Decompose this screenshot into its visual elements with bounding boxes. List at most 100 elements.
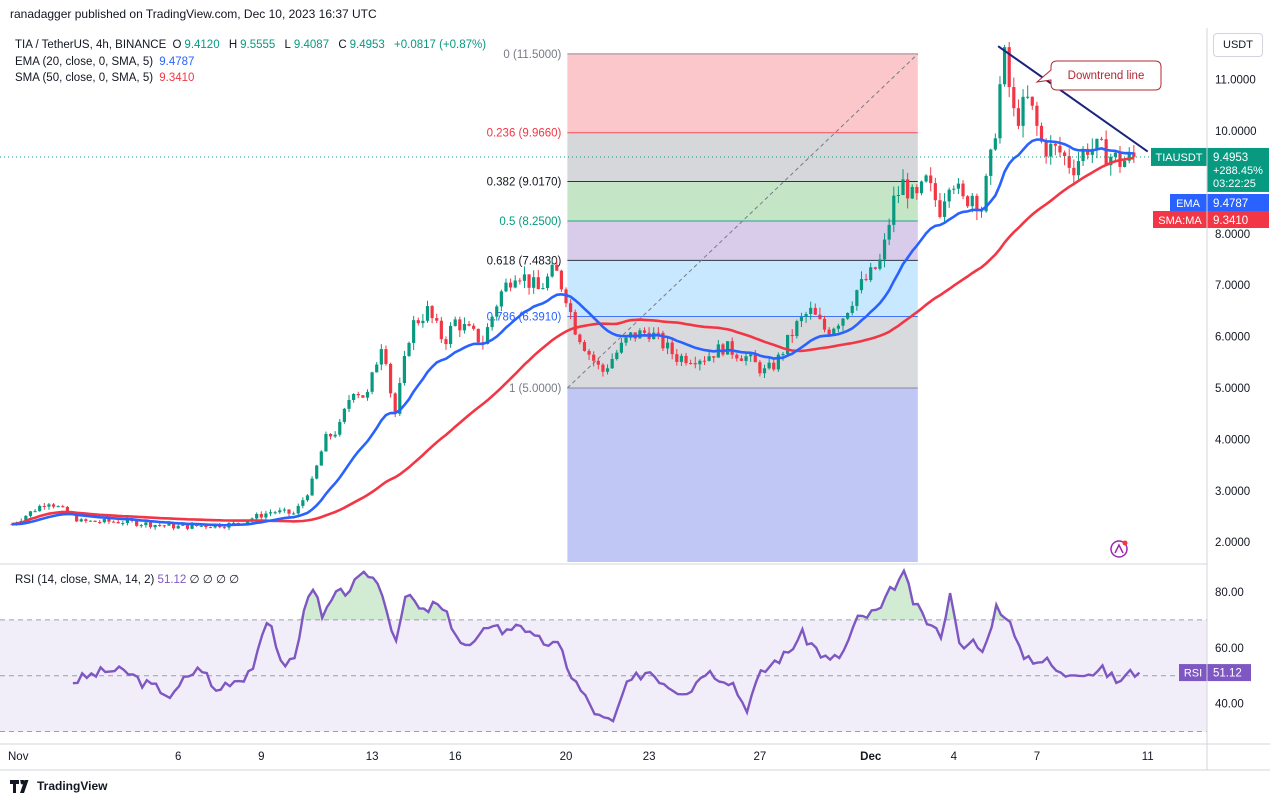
candle-body [439, 320, 443, 340]
rsi-overbought-fill [299, 610, 304, 620]
candle-body [15, 522, 19, 525]
price-tick: 8.0000 [1215, 229, 1250, 241]
currency-button[interactable]: USDT [1213, 33, 1263, 57]
rsi-tick: 40.00 [1215, 699, 1244, 711]
candle-body [1104, 139, 1108, 166]
candle-body [559, 270, 563, 290]
time-tick: 4 [951, 751, 958, 763]
legend-l-label: L [284, 39, 291, 51]
candle-body [970, 195, 974, 207]
tag-sma-name: SMA:MA [1158, 215, 1202, 227]
candle-body [148, 522, 153, 528]
legend-ema-label: EMA (20, close, 0, SMA, 5) [15, 55, 154, 68]
tag-rsi-name-bg [1179, 664, 1207, 682]
rsi-overbought-fill [857, 615, 863, 620]
legend-ema-row[interactable]: EMA (20, close, 0, SMA, 5) 9.4787 [15, 54, 489, 71]
price-tick: 9.0000 [1215, 177, 1250, 189]
rsi-overbought-fill [368, 577, 374, 620]
candle-body [402, 355, 407, 384]
candle-body [56, 506, 60, 508]
rsi-overbought-fill [433, 601, 438, 620]
fib-zone-0 [567, 53, 918, 133]
candle-body [490, 316, 494, 328]
candle-body [841, 318, 845, 326]
alert-icon-mark [1114, 543, 1124, 554]
fib-zone-4 [567, 260, 918, 317]
candle-body [1132, 152, 1136, 157]
candle-body [629, 332, 633, 338]
rsi-overbought-fill [336, 588, 341, 620]
tag-rsi-value: 51.12 [1213, 668, 1242, 680]
candle-body [33, 511, 37, 513]
alert-icon[interactable] [1110, 540, 1128, 558]
candle-body [804, 313, 808, 317]
tag-ema-value-bg [1207, 194, 1269, 211]
legend-symbol[interactable]: TIA / TetherUS, 4h, BINANCE [15, 39, 167, 51]
candle-body [989, 149, 993, 176]
candle-body [555, 264, 559, 271]
sma-50-line [11, 156, 1134, 526]
candle-body [181, 524, 185, 526]
legend-ema-value: 9.4787 [159, 55, 195, 68]
candle-body [1035, 105, 1039, 126]
fibonacci-retracement[interactable]: 0 (11.5000) 0.236 (9.9660) 0.382 (9.0170) 0… [487, 49, 919, 562]
time-axis[interactable]: Nov 6 9 13 16 20 23 27 Dec 4 7 11 [8, 751, 1154, 763]
candle-body [153, 524, 157, 528]
candle-body [388, 363, 393, 394]
candle-body [892, 195, 896, 225]
candle-body [569, 303, 573, 313]
candle-body [425, 306, 430, 321]
tradingview-logo[interactable]: TradingView [10, 779, 107, 793]
candle-body [292, 513, 296, 515]
downtrend-line[interactable]: Downtrend line [997, 45, 1162, 153]
rsi-overbought-fill [885, 587, 891, 620]
candle-body [605, 368, 610, 372]
candle-body [1099, 138, 1104, 140]
rsi-line [72, 567, 1141, 723]
fib-label-0: 0 (11.5000) [503, 49, 561, 61]
candle-body [301, 500, 305, 506]
rsi-overbought-fill [442, 609, 447, 620]
candle-body [652, 332, 656, 340]
legend-sma-value: 9.3410 [159, 72, 195, 84]
price-axis[interactable]: 2.0000 3.0000 4.0000 5.0000 6.0000 7.0000 8.00… [1215, 75, 1257, 550]
rsi-overbought-fill [303, 596, 309, 620]
candle-body [615, 352, 619, 360]
candle-body [42, 505, 46, 507]
candle-body [772, 362, 776, 370]
rsi-overbought-fill [908, 583, 914, 620]
price-tick: 7.0000 [1215, 280, 1250, 292]
legend-ohlc-row: TIA / TetherUS, 4h, BINANCE O 9.4120 H 9.5… [15, 37, 489, 54]
publisher-line: ranadagger published on TradingView.com,… [10, 7, 377, 21]
candle-body [901, 179, 905, 196]
candle-body [790, 334, 794, 337]
candle-body [458, 319, 462, 331]
candle-body [499, 291, 503, 307]
time-tick: 20 [560, 751, 573, 763]
candle-body [135, 520, 139, 526]
legend-sma-row[interactable]: SMA (50, close, 0, SMA, 5) 9.3410 [15, 70, 489, 87]
rsi-legend[interactable]: RSI (14, close, SMA, 14, 2) 51.12 ∅ ∅ ∅ … [15, 572, 239, 586]
rsi-overbought-fill [405, 595, 410, 620]
candle-body [485, 327, 490, 345]
candle-body [786, 334, 790, 354]
candle-body [287, 509, 291, 514]
candle-body [744, 356, 748, 361]
candle-body [767, 362, 771, 369]
candle-body [1109, 156, 1113, 166]
fib-label-0.5: 0.5 (8.2500) [499, 216, 561, 228]
candle-body [435, 318, 439, 321]
rsi-legend-label: RSI (14, close, SMA, 14, 2) [15, 574, 155, 586]
candle-body [139, 525, 143, 527]
candle-body [296, 505, 300, 514]
candle-body [462, 324, 467, 331]
rsi-overbought-fill [414, 600, 420, 620]
candle-body [638, 330, 642, 339]
candle-body [582, 342, 587, 351]
rsi-overbought-fill [419, 608, 424, 620]
candle-body [979, 210, 984, 212]
candle-body [1026, 96, 1030, 98]
candle-body [61, 506, 65, 508]
candle-body [47, 504, 51, 507]
